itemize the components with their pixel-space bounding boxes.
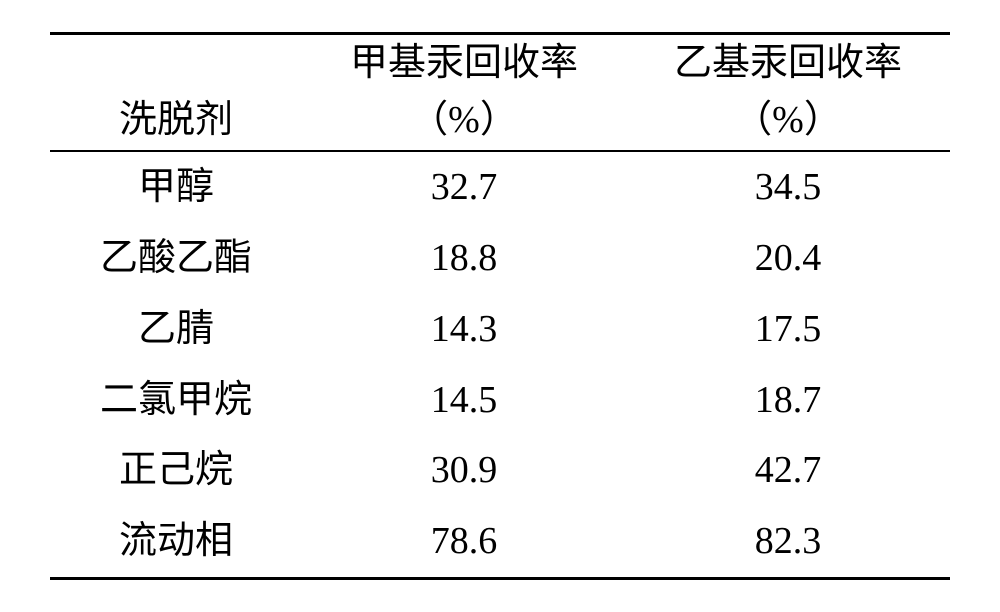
header-row-1: 甲基汞回收率 乙基汞回收率 [50, 33, 950, 92]
cell-ethg: 82.3 [626, 506, 950, 578]
recovery-table: 甲基汞回收率 乙基汞回收率 洗脱剂 （%） （%） 甲醇 32.7 34.5 乙… [50, 32, 950, 581]
cell-mehg: 30.9 [302, 435, 626, 506]
cell-eluent: 二氯甲烷 [50, 365, 302, 436]
cell-mehg: 18.8 [302, 223, 626, 294]
cell-ethg: 20.4 [626, 223, 950, 294]
cell-mehg: 78.6 [302, 506, 626, 578]
cell-eluent: 甲醇 [50, 151, 302, 223]
cell-ethg: 18.7 [626, 365, 950, 436]
table-row: 正己烷 30.9 42.7 [50, 435, 950, 506]
cell-mehg: 14.5 [302, 365, 626, 436]
cell-ethg: 17.5 [626, 294, 950, 365]
header-eluent-line1 [50, 33, 302, 92]
table-row: 流动相 78.6 82.3 [50, 506, 950, 578]
table-row: 甲醇 32.7 34.5 [50, 151, 950, 223]
header-ethg-line2: （%） [626, 92, 950, 151]
header-mehg-line2: （%） [302, 92, 626, 151]
table-container: 甲基汞回收率 乙基汞回收率 洗脱剂 （%） （%） 甲醇 32.7 34.5 乙… [0, 0, 1000, 612]
cell-eluent: 正己烷 [50, 435, 302, 506]
table-body: 甲醇 32.7 34.5 乙酸乙酯 18.8 20.4 乙腈 14.3 17.5… [50, 151, 950, 579]
cell-mehg: 14.3 [302, 294, 626, 365]
cell-mehg: 32.7 [302, 151, 626, 223]
cell-ethg: 42.7 [626, 435, 950, 506]
cell-eluent: 流动相 [50, 506, 302, 578]
header-eluent-line2: 洗脱剂 [50, 92, 302, 151]
table-row: 二氯甲烷 14.5 18.7 [50, 365, 950, 436]
header-ethg-line1: 乙基汞回收率 [626, 33, 950, 92]
header-mehg-line1: 甲基汞回收率 [302, 33, 626, 92]
cell-eluent: 乙酸乙酯 [50, 223, 302, 294]
table-row: 乙酸乙酯 18.8 20.4 [50, 223, 950, 294]
cell-ethg: 34.5 [626, 151, 950, 223]
table-header: 甲基汞回收率 乙基汞回收率 洗脱剂 （%） （%） [50, 33, 950, 151]
table-row: 乙腈 14.3 17.5 [50, 294, 950, 365]
header-row-2: 洗脱剂 （%） （%） [50, 92, 950, 151]
cell-eluent: 乙腈 [50, 294, 302, 365]
